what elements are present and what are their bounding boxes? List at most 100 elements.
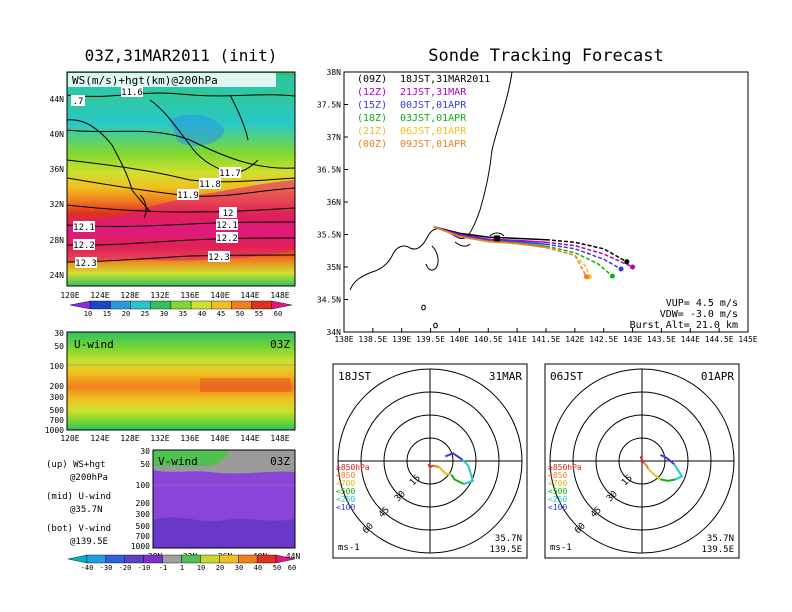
x-tick-label: 142E — [565, 335, 584, 344]
hodo-legend-item: <500 — [548, 487, 567, 496]
y-tick-label: 30 — [54, 329, 64, 338]
colorbar-swatch — [69, 300, 91, 310]
hodo-trace — [659, 454, 675, 465]
y-tick-label: 50 — [140, 460, 150, 469]
colorbar-label: 1 — [180, 564, 184, 572]
x-tick-label: 144E — [681, 335, 700, 344]
x-tick-label: 138E — [334, 335, 353, 344]
x-tick-label: 143E — [623, 335, 642, 344]
hodo-lon: 139.5E — [701, 545, 734, 555]
ws-coastline — [67, 94, 259, 219]
y-tick-label: 500 — [50, 406, 65, 415]
colorbar-label: 50 — [236, 310, 244, 318]
colorbar-label: 40 — [198, 310, 206, 318]
track-line-descent — [545, 238, 628, 263]
hodo-lat: 35.7N — [495, 534, 522, 544]
legend-time: 06JST,01APR — [400, 126, 467, 137]
y-tick-label: 35.5N — [317, 231, 341, 240]
x-tick-label: 140E — [210, 434, 229, 443]
legend-zone: (21Z) — [357, 126, 387, 137]
hodo-legend-item: <250 — [336, 495, 355, 504]
u-wind-panel: U-wind 03Z 30 50 100 200 300 500 700 100… — [45, 329, 296, 443]
hodo-legend-item: <500 — [336, 487, 355, 496]
contour-label: 11.7 — [219, 169, 241, 179]
map-island — [421, 304, 438, 329]
colorbar-label: -1 — [159, 564, 167, 572]
contour-label: 11.8 — [199, 180, 221, 190]
y-tick-label: 34N — [327, 328, 342, 337]
legend-time: 03JST,01APR — [400, 113, 467, 124]
colorbar-label: 60 — [288, 564, 296, 572]
y-tick-label: 700 — [136, 532, 151, 541]
colorbar-swatch — [67, 554, 88, 564]
info-line: VDW= -3.0 m/s — [660, 309, 738, 320]
x-tick-label: 143.5E — [647, 335, 676, 344]
hodo-trace — [639, 455, 645, 463]
x-tick-label: 120E — [60, 291, 79, 300]
track-map: 38N 37.5N 37N 36.5N 36N 35.5N 35N 34.5N 34N 138E… — [317, 68, 758, 344]
colorbar-label: -20 — [119, 564, 132, 572]
hodo-legend: ≥850hPa <850 <700 <500 <250 <100 — [548, 463, 582, 512]
x-tick-label: 141.5E — [532, 335, 561, 344]
hodo-trace — [642, 461, 650, 470]
hodo-lon: 139.5E — [489, 545, 522, 555]
colorbar-label: 35 — [179, 310, 187, 318]
y-tick-label: 36N — [50, 165, 65, 174]
colorbar-label: -40 — [81, 564, 94, 572]
colorbar-label: 25 — [141, 310, 149, 318]
contour-label: 11.6 — [121, 88, 143, 98]
x-tick-label: 148E — [270, 434, 289, 443]
u-wind-core — [200, 378, 292, 392]
y-tick-label: 100 — [136, 481, 151, 490]
info-line: Burst Alt= 21.0 km — [630, 320, 738, 331]
y-tick-label: 37.5N — [317, 101, 341, 110]
colorbar-label: -10 — [138, 564, 151, 572]
track-line-descent — [545, 241, 633, 268]
legend-zone: (15Z) — [357, 100, 387, 111]
y-tick-label: 35N — [327, 263, 342, 272]
hodo-legend-item: ≥850hPa — [336, 463, 370, 472]
x-tick-label: 144E — [240, 291, 259, 300]
colorbar-swatch — [130, 300, 151, 310]
x-tick-label: 142.5E — [589, 335, 618, 344]
hodo-time-left: 06JST — [550, 370, 583, 383]
y-tick-label: 30 — [140, 447, 150, 456]
colorbar-swatch — [271, 300, 293, 310]
hodo-legend-item: ≥850hPa — [548, 463, 582, 472]
ws-panel-label: WS(m/s)+hgt(km)@200hPa — [72, 74, 218, 87]
legend-time: 09JST,01APR — [400, 139, 467, 150]
legend-time: 00JST,01APR — [400, 100, 467, 111]
x-tick-label: 140.5E — [474, 335, 503, 344]
y-tick-label: 700 — [50, 416, 65, 425]
colorbar-swatch — [238, 554, 258, 564]
contour-label: 12.1 — [73, 223, 95, 233]
hodo-trace — [427, 463, 434, 469]
colorbar-label: 60 — [274, 310, 282, 318]
y-tick-label: 300 — [50, 393, 65, 402]
colorbar-swatch — [219, 554, 239, 564]
y-tick-label: 50 — [54, 342, 64, 351]
y-tick-label: 37N — [327, 133, 342, 142]
u-wind-time: 03Z — [270, 338, 290, 351]
right-title: Sonde Tracking Forecast — [428, 46, 663, 66]
x-tick-label: 148E — [270, 291, 289, 300]
colorbar-label: 40 — [254, 564, 262, 572]
ws-panel: 11.6 .7 11.7 11.8 11.9 12 12.1 12.1 12.2… — [50, 71, 296, 300]
note-line: @35.7N — [70, 505, 103, 515]
note-line: @139.5E — [70, 537, 108, 547]
colorbar-label: -30 — [100, 564, 113, 572]
hodo-trace — [647, 467, 662, 481]
x-tick-label: 136E — [180, 291, 199, 300]
burst-marker — [493, 235, 500, 242]
legend-time: 21JST,31MAR — [400, 87, 467, 98]
landing-point — [583, 274, 589, 280]
colorbar-label: 10 — [84, 310, 92, 318]
contour-label: 12.2 — [73, 241, 95, 251]
colorbar-swatch — [211, 300, 232, 310]
note-line: @200hPa — [70, 473, 108, 483]
colorbar-label: 10 — [197, 564, 205, 572]
contour-label: .7 — [73, 97, 84, 107]
ws-y-axis: 44N 40N 36N 32N 28N 24N — [50, 95, 65, 280]
track-line-descent — [545, 243, 622, 270]
ws-x-axis: 120E 124E 128E 132E 136E 140E 144E 148E — [60, 291, 289, 300]
